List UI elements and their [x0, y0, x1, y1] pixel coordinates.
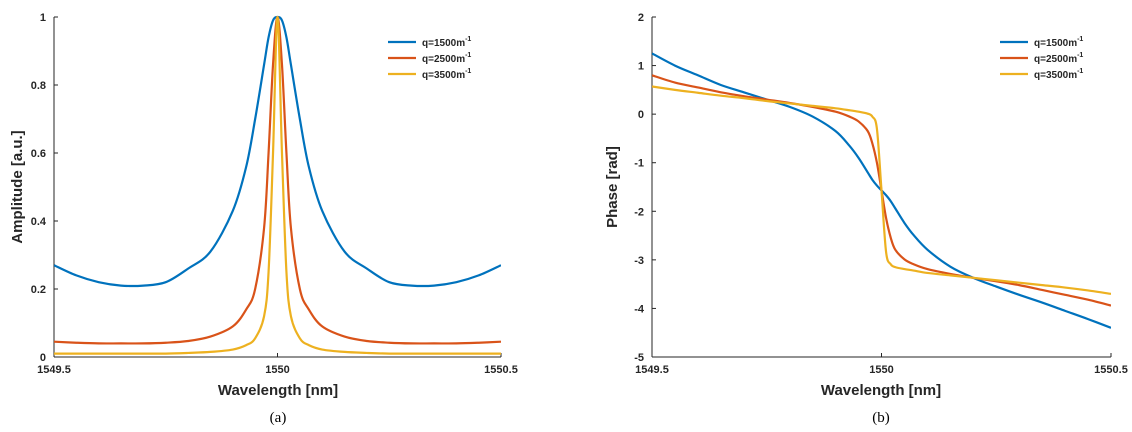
x-tick-label: 1550.5 [1094, 364, 1128, 376]
legend-entry: q=3500m-1 [1034, 68, 1083, 81]
y-tick-label: 0.4 [31, 216, 47, 228]
y-tick-label: 0 [638, 109, 644, 121]
series-line-2 [54, 15, 501, 345]
y-tick-label: -3 [634, 255, 644, 267]
legend-exponent: -1 [1077, 52, 1083, 59]
legend-text: q=3500m [1034, 70, 1077, 81]
legend-text: q=2500m [422, 54, 465, 65]
x-axis-label: Wavelength [nm] [218, 382, 338, 399]
legend-entry: q=2500m-1 [1034, 52, 1083, 65]
panel-caption: (a) [270, 410, 287, 426]
legend-entry: q=3500m-1 [422, 68, 471, 81]
y-tick-label: 1 [638, 61, 644, 73]
series-line-3 [54, 15, 501, 355]
y-axis-label: Phase [rad] [604, 146, 621, 228]
legend-exponent: -1 [465, 68, 471, 75]
x-tick-label: 1549.5 [37, 364, 71, 376]
x-tick-label: 1550 [265, 364, 289, 376]
legend-exponent: -1 [465, 52, 471, 59]
y-tick-label: 0.8 [31, 80, 46, 92]
panel-b: 1549.5 1550 1550.5 -5 -4 -3 -2 -1 0 1 2 Wavelength … [604, 12, 1128, 426]
x-tick-label: 1550.5 [484, 364, 518, 376]
y-tick-label: 1 [40, 12, 46, 24]
legend-exponent: -1 [1077, 68, 1083, 75]
panel-caption: (b) [872, 410, 890, 426]
x-tick-label: 1549.5 [635, 364, 669, 376]
y-tick-label: 0.6 [31, 148, 46, 160]
legend-text: q=1500m [422, 38, 465, 49]
legend-exponent: -1 [1077, 36, 1083, 43]
legend-entry: q=1500m-1 [1034, 36, 1083, 49]
y-tick-label: -2 [634, 206, 644, 218]
legend-entry: q=1500m-1 [422, 36, 471, 49]
x-tick-label: 1550 [869, 364, 893, 376]
y-tick-label: 2 [638, 12, 644, 24]
y-tick-label: -4 [634, 303, 645, 315]
series-line-3 [652, 85, 1111, 295]
y-tick-label: 0.2 [31, 284, 46, 296]
legend-text: q=2500m [1034, 54, 1077, 65]
legend-exponent: -1 [465, 36, 471, 43]
y-axis-label: Amplitude [a.u.] [9, 130, 26, 243]
panel-a: 1549.5 1550 1550.5 0 0.2 0.4 0.6 0.8 1 Wavelength… [9, 12, 518, 426]
x-axis-label: Wavelength [nm] [821, 382, 941, 399]
y-tick-label: 0 [40, 352, 46, 364]
legend-text: q=3500m [422, 70, 465, 81]
y-tick-label: -1 [634, 158, 644, 170]
legend-entry: q=2500m-1 [422, 52, 471, 65]
legend-text: q=1500m [1034, 38, 1077, 49]
y-tick-label: -5 [634, 352, 644, 364]
